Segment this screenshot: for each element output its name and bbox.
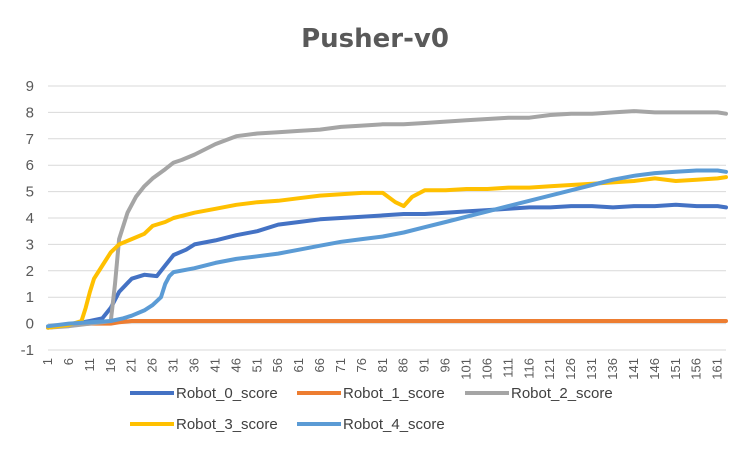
x-tick-label: 126 xyxy=(563,358,578,380)
x-tick-label: 26 xyxy=(145,358,160,372)
series-line-robot-2-score xyxy=(46,109,728,330)
x-tick-label: 151 xyxy=(668,358,683,380)
x-tick-label: 156 xyxy=(689,358,704,380)
legend-item: Robot_1_score xyxy=(297,385,445,402)
x-tick-label: 76 xyxy=(354,358,369,372)
x-tick-label: 131 xyxy=(584,358,599,380)
x-tick-label: 66 xyxy=(312,358,327,372)
legend-label: Robot_4_score xyxy=(343,416,445,433)
x-tick-label: 96 xyxy=(438,358,453,372)
y-tick-label: 8 xyxy=(26,104,34,121)
x-tick-label: 116 xyxy=(521,358,536,379)
legend-label: Robot_3_score xyxy=(176,416,278,433)
x-tick-label: 106 xyxy=(479,358,494,380)
x-tick-label: 86 xyxy=(396,358,411,372)
series-line-robot-0-score xyxy=(46,202,728,330)
legend-item: Robot_2_score xyxy=(465,385,613,402)
legend: Robot_0_score Robot_1_score Robot_2_score R… xyxy=(130,385,613,433)
x-tick-label: 11 xyxy=(82,358,97,372)
legend-item: Robot_0_score xyxy=(130,385,278,402)
x-tick-label: 136 xyxy=(605,358,620,380)
x-tick-label: 61 xyxy=(291,358,306,372)
y-tick-label: 9 xyxy=(26,78,34,95)
x-tick-label: 111 xyxy=(500,358,515,378)
y-axis-ticks: -1 0 1 2 3 4 5 6 7 8 9 xyxy=(21,78,34,359)
x-tick-label: 161 xyxy=(710,358,725,380)
x-axis-ticks: 1 6 11 16 21 26 31 36 41 46 51 56 61 66 71 76 81 86 91 96 10… xyxy=(40,358,725,380)
y-tick-label: 6 xyxy=(26,157,34,174)
y-tick-label: 0 xyxy=(26,316,34,333)
legend-item: Robot_3_score xyxy=(130,416,278,433)
y-tick-label: 3 xyxy=(26,236,34,253)
y-tick-label: 7 xyxy=(26,131,34,148)
x-tick-label: 81 xyxy=(375,358,390,372)
legend-label: Robot_1_score xyxy=(343,385,445,402)
x-tick-label: 46 xyxy=(228,358,243,372)
y-tick-label: -1 xyxy=(21,342,34,359)
x-tick-label: 101 xyxy=(459,358,474,380)
x-tick-label: 41 xyxy=(207,358,222,372)
x-tick-label: 56 xyxy=(270,358,285,372)
y-tick-label: 1 xyxy=(26,289,34,306)
series-line-robot-1-score xyxy=(46,319,728,330)
y-tick-label: 2 xyxy=(26,263,34,280)
x-tick-label: 31 xyxy=(166,358,181,372)
y-tick-label: 5 xyxy=(26,184,34,201)
x-tick-label: 146 xyxy=(647,358,662,380)
x-tick-label: 91 xyxy=(417,358,432,372)
legend-label: Robot_2_score xyxy=(511,385,613,402)
chart-title: Pusher-v0 xyxy=(301,24,449,54)
x-tick-label: 141 xyxy=(626,358,641,380)
x-tick-label: 121 xyxy=(542,358,557,380)
x-tick-label: 21 xyxy=(124,358,139,372)
y-tick-label: 4 xyxy=(26,210,34,227)
legend-label: Robot_0_score xyxy=(176,385,278,402)
x-tick-label: 51 xyxy=(249,358,264,372)
x-tick-label: 16 xyxy=(103,358,118,372)
x-tick-label: 36 xyxy=(186,358,201,372)
series-line-robot-4-score xyxy=(46,168,728,329)
legend-item: Robot_4_score xyxy=(297,416,445,433)
x-tick-label: 1 xyxy=(40,358,55,365)
x-tick-label: 6 xyxy=(61,358,76,365)
series-group xyxy=(46,109,728,330)
x-tick-label: 71 xyxy=(333,358,348,372)
